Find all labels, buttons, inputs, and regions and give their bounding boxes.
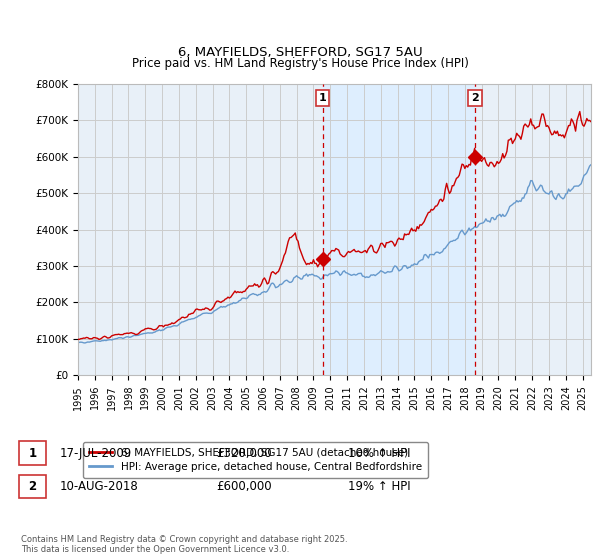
Text: £320,000: £320,000 <box>216 446 272 460</box>
Text: 1: 1 <box>319 93 326 102</box>
Text: 2: 2 <box>28 480 37 493</box>
Text: Contains HM Land Registry data © Crown copyright and database right 2025.
This d: Contains HM Land Registry data © Crown c… <box>21 535 347 554</box>
Text: 10% ↑ HPI: 10% ↑ HPI <box>348 446 410 460</box>
Text: 2: 2 <box>471 93 479 102</box>
Text: 19% ↑ HPI: 19% ↑ HPI <box>348 480 410 493</box>
Legend: 6, MAYFIELDS, SHEFFORD, SG17 5AU (detached house), HPI: Average price, detached : 6, MAYFIELDS, SHEFFORD, SG17 5AU (detach… <box>83 442 428 478</box>
Bar <box>323 84 475 375</box>
Text: 1: 1 <box>28 446 37 460</box>
Text: 6, MAYFIELDS, SHEFFORD, SG17 5AU: 6, MAYFIELDS, SHEFFORD, SG17 5AU <box>178 46 422 59</box>
Text: 17-JUL-2009: 17-JUL-2009 <box>60 446 132 460</box>
Text: 10-AUG-2018: 10-AUG-2018 <box>60 480 139 493</box>
Text: Price paid vs. HM Land Registry's House Price Index (HPI): Price paid vs. HM Land Registry's House … <box>131 57 469 70</box>
Text: £600,000: £600,000 <box>216 480 272 493</box>
